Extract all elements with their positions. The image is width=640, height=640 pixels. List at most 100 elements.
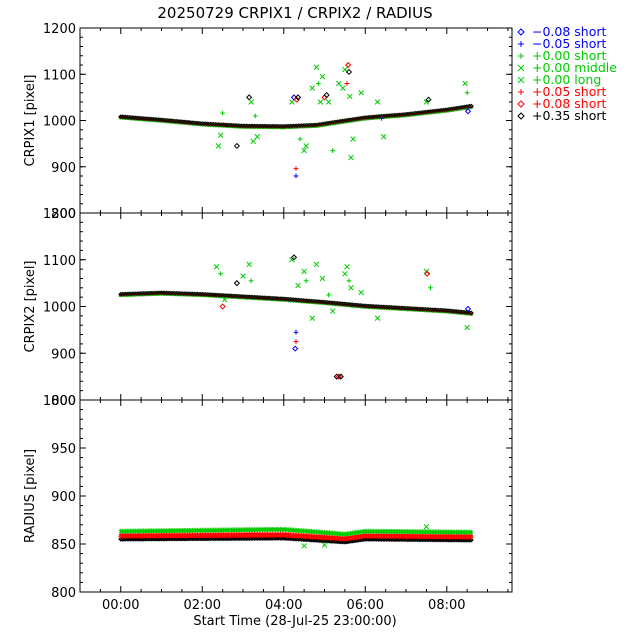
- data-point: [387, 536, 393, 542]
- data-point: [240, 273, 246, 279]
- data-point: [345, 68, 353, 76]
- data-point: [336, 80, 342, 87]
- data-point: [388, 536, 394, 542]
- data-point: [423, 523, 430, 530]
- data-point: [455, 537, 461, 543]
- data-point: [374, 99, 381, 105]
- data-point: [180, 536, 186, 542]
- data-point: [150, 536, 156, 542]
- data-point: [462, 80, 468, 87]
- data-point: [131, 536, 137, 542]
- data-point: [261, 535, 267, 541]
- data-point: [132, 536, 138, 542]
- data-point: [468, 103, 474, 109]
- data-point: [278, 535, 284, 541]
- data-point: [178, 536, 184, 542]
- data-point: [126, 536, 132, 542]
- data-point: [348, 154, 354, 161]
- data-point: [290, 254, 298, 261]
- data-point: [403, 537, 409, 543]
- data-point: [225, 536, 231, 542]
- data-point: [313, 64, 320, 71]
- data-point: [134, 536, 140, 542]
- data-point: [330, 148, 336, 153]
- data-point: [207, 536, 213, 542]
- data-point: [165, 536, 171, 542]
- y-tick-label: 900: [51, 347, 76, 362]
- data-point: [333, 373, 340, 380]
- data-point: [410, 537, 416, 543]
- data-point: [319, 73, 326, 80]
- data-point: [206, 536, 212, 542]
- data-point: [203, 536, 209, 542]
- legend-item: +0.00 short: [518, 48, 607, 63]
- legend-label: +0.00 short: [532, 48, 607, 63]
- y-tick-label: 800: [51, 207, 76, 222]
- x-tick-label: 00:00: [102, 598, 139, 613]
- data-point: [297, 136, 303, 142]
- data-point: [162, 536, 168, 542]
- legend-item: +0.05 short: [518, 84, 607, 99]
- data-point: [346, 278, 352, 284]
- data-point: [424, 537, 430, 543]
- legend-label: +0.35 short: [532, 108, 607, 123]
- data-point: [255, 535, 261, 541]
- data-point: [380, 133, 387, 140]
- data-point: [367, 536, 373, 542]
- legend-marker: [518, 53, 524, 59]
- data-point: [347, 93, 353, 100]
- data-point: [152, 536, 158, 542]
- data-point: [395, 536, 401, 543]
- data-point: [173, 536, 179, 542]
- data-point: [418, 537, 424, 543]
- x-tick-label: 04:00: [265, 598, 302, 613]
- legend-item: +0.00 middle: [517, 60, 617, 75]
- y-tick-label: 1000: [43, 115, 76, 130]
- data-point: [313, 261, 320, 268]
- data-point: [301, 147, 307, 154]
- chart-title: 20250729 CRPIX1 / CRPIX2 / RADIUS: [157, 4, 432, 22]
- data-point: [303, 143, 309, 149]
- data-point: [221, 296, 228, 303]
- data-point: [468, 537, 474, 543]
- data-point: [323, 91, 330, 99]
- data-point: [335, 373, 342, 380]
- data-point: [393, 536, 399, 542]
- legend-label: +0.00 middle: [532, 60, 617, 75]
- y-tick-label: 1000: [43, 301, 76, 316]
- data-point: [224, 536, 230, 542]
- data-point: [454, 537, 460, 543]
- data-point: [408, 537, 414, 543]
- data-point: [329, 308, 336, 314]
- legend-item: +0.08 short: [517, 96, 607, 111]
- data-point: [293, 329, 299, 335]
- data-point: [137, 536, 143, 542]
- data-point: [121, 536, 127, 542]
- data-point: [431, 537, 437, 543]
- data-point: [370, 536, 376, 542]
- data-point: [392, 536, 398, 542]
- data-point: [385, 536, 391, 542]
- data-point: [293, 166, 299, 171]
- legend-marker: [517, 28, 525, 36]
- data-point: [344, 264, 350, 270]
- data-point: [358, 89, 364, 96]
- data-point: [447, 537, 453, 543]
- data-point: [350, 136, 356, 142]
- data-point: [319, 275, 326, 282]
- data-point: [260, 535, 266, 541]
- data-point: [379, 115, 384, 121]
- data-point: [229, 536, 235, 542]
- data-point: [289, 99, 295, 105]
- legend-label: +0.05 short: [532, 84, 607, 99]
- data-point: [248, 535, 254, 541]
- data-point: [144, 536, 150, 542]
- data-point: [432, 537, 438, 543]
- data-points: [118, 254, 474, 380]
- data-point: [301, 543, 307, 549]
- data-point: [414, 537, 420, 543]
- y-tick-label: 1000: [43, 394, 76, 409]
- data-point: [214, 536, 220, 542]
- legend-label: −0.05 short: [532, 36, 607, 51]
- data-point: [400, 537, 406, 543]
